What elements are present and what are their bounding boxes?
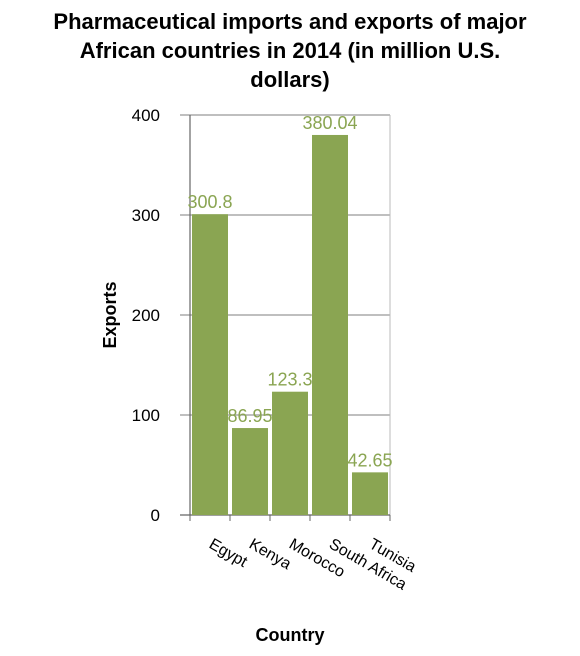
data-label-south-africa: 380.04 [302, 113, 357, 133]
bar-tunisia [352, 472, 388, 515]
x-tick-label-kenya: Kenya [246, 536, 294, 573]
data-label-egypt: 300.8 [187, 192, 232, 212]
data-label-morocco: 123.3 [267, 370, 312, 390]
bar-south-africa [312, 134, 348, 515]
data-label-kenya: 86.95 [227, 406, 272, 426]
data-labels: 300.8 86.95 123.3 380.04 42.65 [187, 113, 392, 470]
y-tick-label-300: 300 [132, 206, 160, 225]
bar-morocco [272, 391, 308, 515]
y-tick-label-0: 0 [151, 506, 160, 525]
y-axis-title: Exports [100, 281, 120, 348]
y-tick-label-100: 100 [132, 406, 160, 425]
chart-title: Pharmaceutical imports and exports of ma… [53, 9, 527, 92]
y-tick-labels: 0 100 200 300 400 [132, 106, 160, 525]
x-axis-title: Country [256, 625, 325, 645]
bar-egypt [192, 214, 228, 515]
data-label-tunisia: 42.65 [347, 450, 392, 470]
bars [192, 134, 388, 515]
x-tick-label-egypt: Egypt [206, 536, 250, 571]
chart-title-line-3: dollars) [250, 67, 329, 92]
y-tick-label-200: 200 [132, 306, 160, 325]
bar-kenya [232, 428, 268, 515]
chart-title-line-1: Pharmaceutical imports and exports of ma… [53, 9, 527, 34]
y-tick-label-400: 400 [132, 106, 160, 125]
chart-title-line-2: African countries in 2014 (in million U.… [80, 38, 501, 63]
